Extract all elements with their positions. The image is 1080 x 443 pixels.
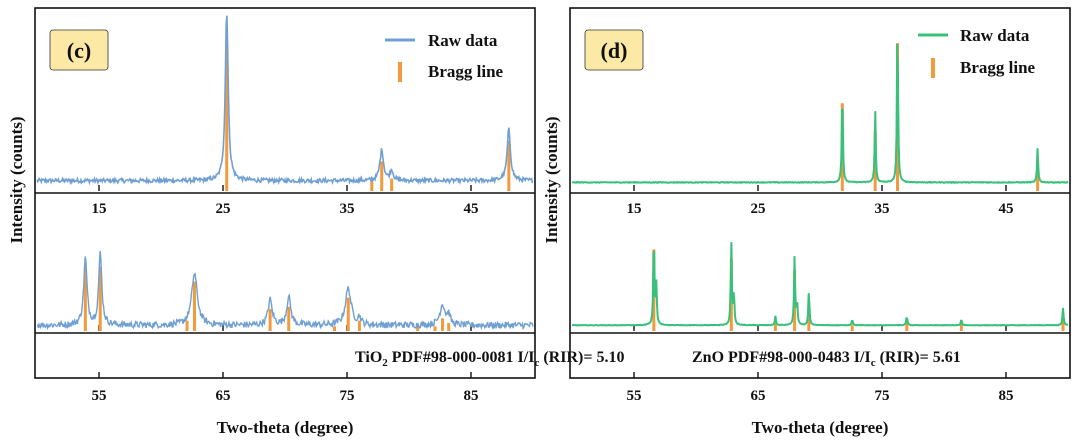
panel-c-bottom-tick-label-75: 75: [340, 388, 355, 404]
panel-c-bottom-tick-label-55: 55: [92, 388, 107, 404]
panel-c-top-tick-label-25: 25: [216, 201, 231, 217]
panel-c-top-tick-label-35: 35: [340, 201, 355, 217]
panel-d-y-axis-label: Intensity (counts): [542, 116, 561, 243]
panel-d-top-ticks: 15 25 35 45: [627, 185, 1014, 217]
panel-d-top-tick-label-35: 35: [875, 201, 890, 217]
panel-c-legend-bragg: Bragg line: [428, 62, 504, 81]
panel-c-bottom-tick-label-85: 85: [464, 388, 479, 404]
panel-d-top-tick-label-15: 15: [627, 201, 642, 217]
panel-c-y-axis-label: Intensity (counts): [7, 116, 26, 243]
panel-c-bottom-tick-label-65: 65: [216, 388, 231, 404]
panel-c-top-raw-data-line: [36, 15, 534, 186]
panel-d: 15 25 35 45 55 65 75 85 (d) Raw data Bragg lin…: [542, 7, 1071, 437]
panel-d-top-tick-label-25: 25: [751, 201, 766, 217]
panel-c-top-ticks: 15 25 35 45: [92, 185, 479, 217]
panel-d-bottom-tick-label-75: 75: [875, 388, 890, 404]
panel-c-x-axis-label: Two-theta (degree): [217, 418, 354, 437]
panel-d-x-axis-label: Two-theta (degree): [752, 418, 889, 437]
panel-d-bottom-tick-label-55: 55: [627, 388, 642, 404]
panel-d-label-box: [584, 29, 644, 71]
panel-d-phase-annotation: ZnO PDF#98-000-0483 I/Ic (RIR)= 5.61: [692, 349, 961, 369]
panel-c-top-tick-label-45: 45: [464, 201, 479, 217]
panel-c: 15 25 35 45 55 65 75 85 (c) Raw data Bragg lin…: [7, 7, 624, 437]
panel-c-label: (c): [67, 38, 91, 63]
panel-d-bottom-tick-label-85: 85: [999, 388, 1014, 404]
panel-d-top-raw-data-line: [572, 44, 1069, 185]
panel-c-bottom-bragg-lines: [83, 266, 451, 331]
panel-d-bottom-raw-data-line: [571, 242, 1069, 327]
panel-c-label-box: [49, 29, 109, 71]
panel-c-top-tick-label-15: 15: [92, 201, 107, 217]
panel-c-bottom-raw-data-line: [36, 250, 534, 331]
panel-d-legend-raw: Raw data: [960, 26, 1030, 45]
panel-d-top-tick-label-45: 45: [999, 201, 1014, 217]
panel-d-bottom-tick-label-65: 65: [751, 388, 766, 404]
panel-c-legend-raw: Raw data: [428, 31, 498, 50]
panel-d-bottom-ticks: 55 65 75 85: [627, 325, 1014, 404]
panel-d-label: (d): [601, 38, 628, 63]
panel-c-phase-annotation: TiO2 PDF#98-000-0081 I/Ic (RIR)= 5.10: [355, 349, 624, 369]
panel-d-legend-bragg: Bragg line: [960, 58, 1036, 77]
